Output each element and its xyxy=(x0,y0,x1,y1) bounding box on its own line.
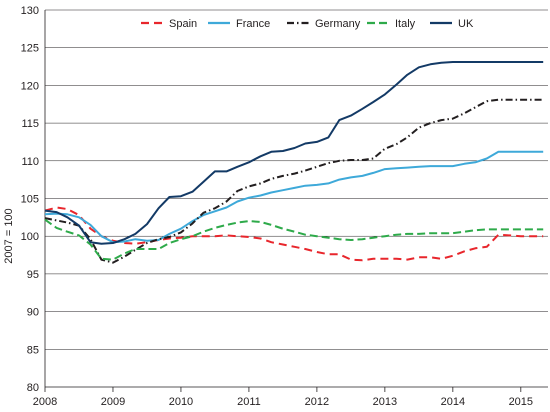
series-lines xyxy=(44,61,544,264)
series-line-uk xyxy=(44,61,544,245)
y-tick-label: 100 xyxy=(21,231,39,243)
x-tick-label: 2013 xyxy=(373,396,397,408)
x-tick-label: 2015 xyxy=(509,396,533,408)
legend-label-france: France xyxy=(236,18,270,30)
series-line-spain xyxy=(44,206,544,262)
y-axis-ticks: 80 85 90 95 100 105 110 115 120 125 130 xyxy=(21,5,39,394)
y-tick-label: 85 xyxy=(27,344,39,356)
axes xyxy=(44,10,548,388)
legend-label-germany: Germany xyxy=(315,18,361,30)
legend-label-italy: Italy xyxy=(395,18,416,30)
x-tick-label: 2014 xyxy=(441,396,465,408)
x-tick-label: 2012 xyxy=(305,396,329,408)
y-tick-label: 80 xyxy=(27,382,39,394)
y-tick-label: 95 xyxy=(27,269,39,281)
y-tick-label: 105 xyxy=(21,194,39,206)
y-tick-label: 110 xyxy=(21,156,39,168)
series-line-france xyxy=(44,150,544,244)
y-tick-label: 130 xyxy=(21,5,39,17)
legend-label-uk: UK xyxy=(458,18,474,30)
y-axis-label: 2007 = 100 xyxy=(3,208,15,263)
x-axis-ticks: 2008 2009 2010 2011 2012 2013 2014 2015 xyxy=(33,387,533,408)
x-tick-label: 2008 xyxy=(33,396,57,408)
y-tick-label: 115 xyxy=(21,118,39,130)
y-tick-label: 125 xyxy=(21,43,39,55)
y-tick-label: 120 xyxy=(21,80,39,92)
y-tick-label: 90 xyxy=(27,307,39,319)
series-line-italy xyxy=(44,218,544,261)
series-line-germany xyxy=(44,98,544,264)
gridlines xyxy=(45,9,548,350)
x-tick-label: 2011 xyxy=(237,396,261,408)
x-tick-label: 2010 xyxy=(169,396,193,408)
legend: Spain France Germany Italy UK xyxy=(141,18,474,30)
legend-label-spain: Spain xyxy=(169,18,197,30)
x-tick-label: 2009 xyxy=(101,396,125,408)
